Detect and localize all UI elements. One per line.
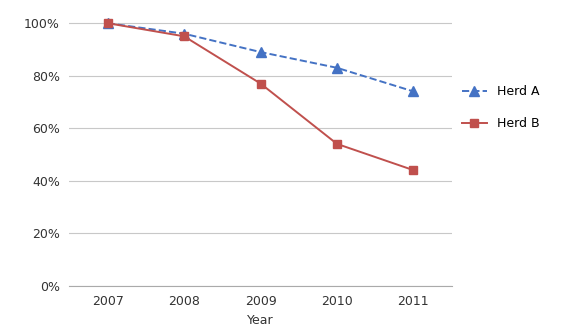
Herd B [410, 168, 417, 172]
Herd B [257, 82, 264, 86]
Legend: Herd A, Herd B: Herd A, Herd B [461, 85, 539, 130]
Herd A [410, 89, 417, 93]
Herd A [257, 50, 264, 54]
Line: Herd A: Herd A [103, 18, 418, 96]
Herd B [181, 34, 188, 38]
Herd A [334, 66, 340, 70]
Herd B [334, 142, 340, 146]
Herd A [104, 21, 111, 25]
Herd B [104, 21, 111, 25]
Herd A [181, 32, 188, 36]
X-axis label: Year: Year [247, 314, 274, 327]
Line: Herd B: Herd B [104, 19, 417, 174]
